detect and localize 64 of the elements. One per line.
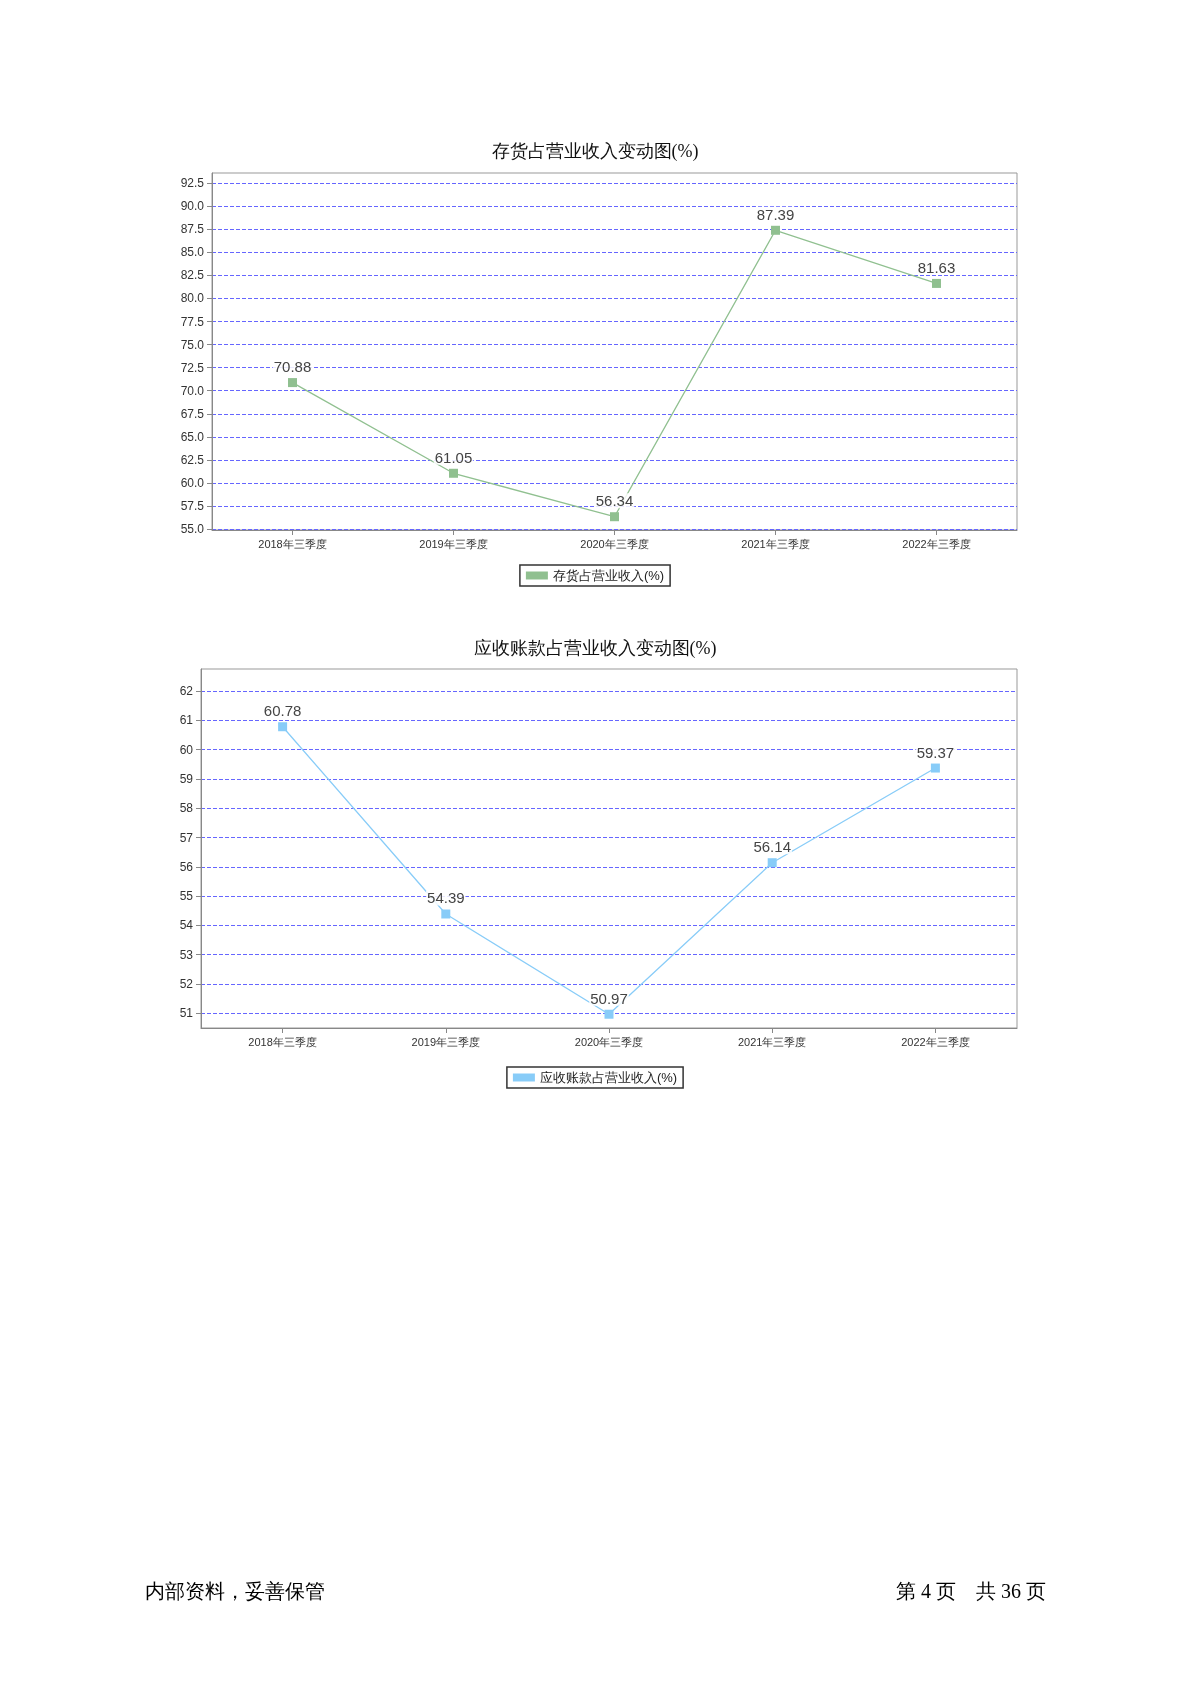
x-tick-label: 2020年三季度	[580, 537, 649, 550]
y-tick-label: 55	[179, 889, 194, 904]
y-tick-label: 59	[179, 771, 194, 786]
chart-title: 存货占营业收入变动图(%)	[491, 141, 699, 162]
y-tick-label: 51	[179, 1006, 194, 1021]
data-label: 54.39	[427, 889, 465, 907]
point	[932, 278, 941, 288]
y-tick-label: 67.5	[180, 406, 205, 421]
y-tick-label: 70.0	[180, 383, 205, 398]
y-tick-label: 62	[179, 683, 194, 698]
data-label: 56.34	[595, 492, 634, 510]
y-tick-label: 75.0	[180, 337, 205, 352]
x-tick-label: 2019年三季度	[419, 537, 488, 550]
y-tick-label: 61	[179, 713, 194, 728]
text: 第 4 页 共 36 页	[896, 1579, 1046, 1604]
x-tick-label: 2019年三季度	[411, 1035, 481, 1048]
y-tick-label: 52	[179, 977, 194, 992]
y-tick-label: 53	[179, 947, 194, 962]
y-tick-label: 65.0	[180, 429, 205, 444]
y-tick-label: 60	[179, 742, 194, 757]
data-label: 87.39	[756, 205, 795, 223]
point	[771, 225, 780, 235]
y-tick-label: 60.0	[180, 475, 205, 490]
x-tick-label: 2020年三季度	[574, 1035, 644, 1048]
point	[604, 1009, 614, 1019]
x-tick-label: 2021年三季度	[737, 1035, 807, 1048]
y-tick-label: 90.0	[180, 199, 205, 214]
x-tick-label: 2018年三季度	[248, 1035, 317, 1048]
data-label: 60.78	[263, 702, 302, 720]
legend-label: 应收账款占营业收入(%)	[539, 1070, 678, 1085]
point	[288, 378, 297, 388]
y-tick-label: 87.5	[180, 222, 205, 237]
data-label: 56.14	[753, 838, 791, 856]
data-label: 81.63	[917, 258, 956, 276]
y-tick-label: 57	[179, 830, 194, 845]
y-tick-label: 55.0	[180, 522, 205, 537]
y-tick-label: 54	[179, 918, 194, 933]
data-label: 59.37	[916, 743, 955, 761]
point	[278, 722, 288, 732]
chart-title: 应收账款占营业收入变动图(%)	[473, 638, 717, 659]
y-tick-label: 56	[179, 859, 194, 874]
data-label: 61.05	[434, 448, 473, 466]
point	[767, 858, 777, 868]
y-tick-label: 58	[179, 801, 194, 816]
y-tick-label: 57.5	[180, 499, 205, 514]
text: 内部资料，妥善保管	[145, 1579, 325, 1604]
y-tick-label: 62.5	[180, 452, 205, 467]
point	[610, 512, 619, 522]
point	[449, 468, 458, 478]
x-tick-label: 2022年三季度	[902, 537, 971, 550]
y-tick-label: 72.5	[180, 360, 205, 375]
data-label: 50.97	[590, 989, 628, 1007]
y-tick-label: 80.0	[180, 291, 205, 306]
x-tick-label: 2022年三季度	[901, 1035, 970, 1048]
y-tick-label: 92.5	[180, 176, 205, 191]
y-tick-label: 85.0	[180, 245, 205, 260]
point	[441, 909, 451, 919]
legend-label: 存货占营业收入(%)	[552, 568, 665, 583]
data-label: 70.88	[273, 358, 312, 376]
x-tick-label: 2021年三季度	[741, 537, 810, 550]
point	[930, 763, 940, 773]
x-tick-label: 2018年三季度	[258, 537, 327, 550]
y-tick-label: 82.5	[180, 268, 205, 283]
y-tick-label: 77.5	[180, 314, 205, 329]
